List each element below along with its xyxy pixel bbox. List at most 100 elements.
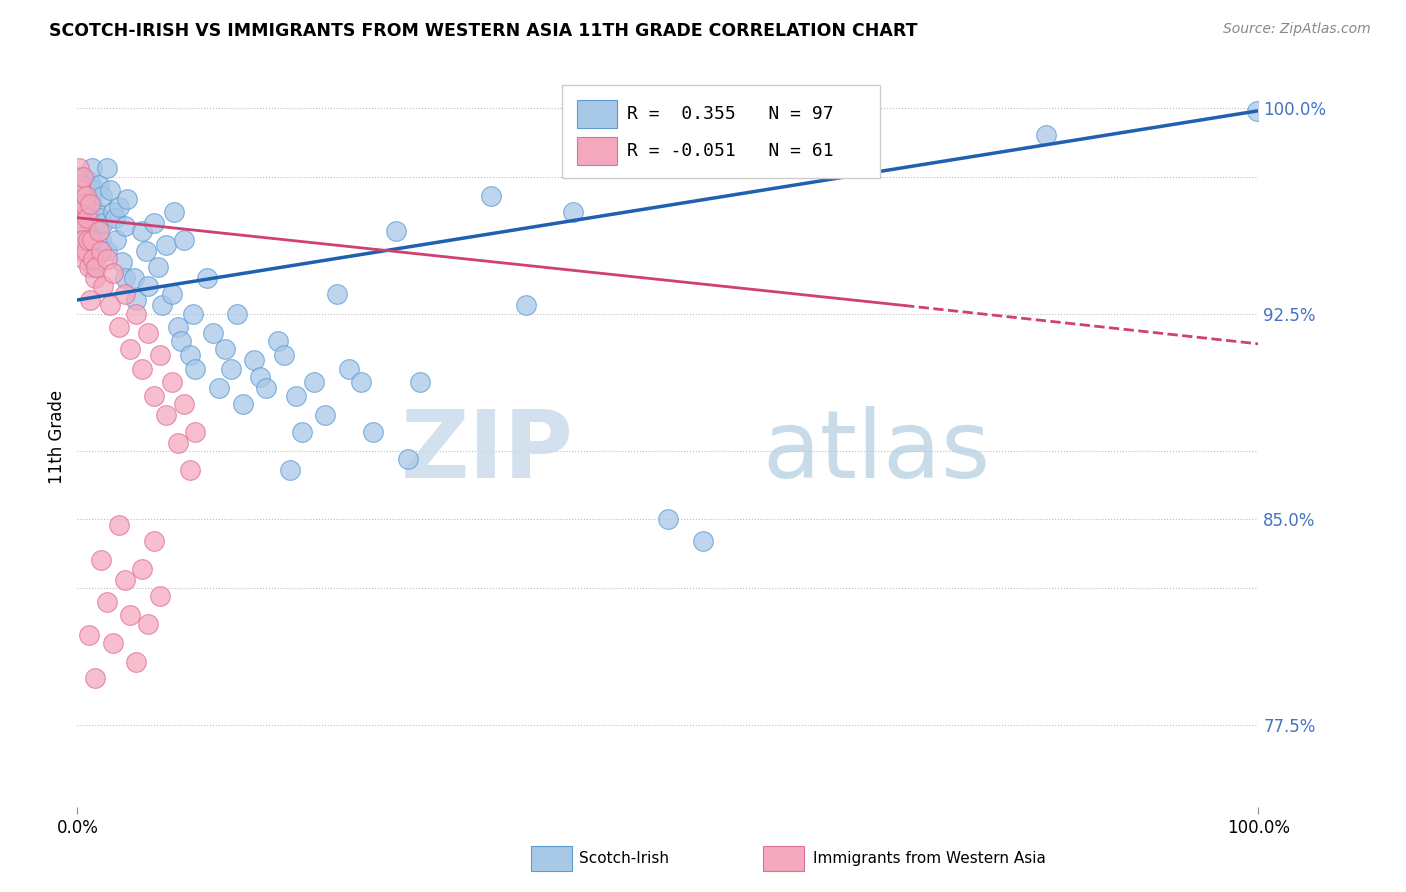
Point [84,672,107,686]
Point [107,517,129,532]
Point [70,224,93,238]
Point [114,287,136,301]
Text: Source: ZipAtlas.com: Source: ZipAtlas.com [1223,22,1371,37]
Point [77,627,100,641]
Point [90,244,112,258]
Point [90,553,112,567]
Point [173,397,195,411]
Point [69,200,91,214]
Point [361,425,384,439]
Point [75,244,97,258]
Point [219,361,242,376]
Point [80,161,103,176]
Point [77,188,100,202]
Point [79,293,101,307]
Point [83,183,105,197]
Point [80,233,103,247]
Point [249,369,271,384]
Point [82,260,104,274]
Point [314,408,336,422]
Point [87,224,110,238]
Point [96,244,118,258]
Point [179,463,201,477]
Point [195,271,218,285]
Point [67,188,90,202]
Point [73,224,96,238]
FancyBboxPatch shape [576,100,617,128]
Text: atlas: atlas [762,406,991,498]
Point [350,376,373,390]
Point [70,183,93,197]
Point [515,298,537,312]
Point [96,252,118,266]
Point [107,200,129,214]
Point [75,188,97,202]
Point [284,389,307,403]
Point [131,562,153,576]
Point [1035,128,1057,143]
Point [232,397,254,411]
Point [77,211,100,225]
Point [131,224,153,238]
FancyBboxPatch shape [576,137,617,165]
Point [135,244,157,258]
Point [225,307,247,321]
Point [278,463,301,477]
Point [155,238,177,252]
Point [179,348,201,362]
Point [96,161,118,176]
Text: R = -0.051   N = 61: R = -0.051 N = 61 [627,142,834,160]
Point [87,178,110,192]
Point [77,192,100,206]
Point [243,353,266,368]
Point [84,224,107,238]
Point [160,376,183,390]
Text: Scotch-Irish: Scotch-Irish [579,852,669,866]
Point [77,260,100,274]
Point [73,197,96,211]
Text: R =  0.355   N = 97: R = 0.355 N = 97 [627,104,834,122]
Point [67,211,90,225]
Point [75,202,97,217]
Point [72,233,94,247]
Point [120,608,142,623]
Point [70,211,93,225]
Point [396,452,419,467]
Point [184,361,207,376]
Point [100,298,122,312]
Point [96,594,118,608]
Point [76,211,98,225]
Point [69,205,91,219]
Point [184,425,207,439]
Point [160,287,183,301]
Point [101,636,124,650]
Point [100,183,122,197]
Point [125,655,148,669]
Point [67,205,90,219]
Point [125,307,148,321]
Point [79,197,101,211]
Point [91,188,114,202]
Point [70,183,93,197]
Point [114,219,136,233]
Point [143,534,166,549]
Point [72,216,94,230]
Point [70,178,93,192]
Point [70,197,93,211]
Point [143,216,166,230]
FancyBboxPatch shape [561,86,880,178]
Point [84,205,107,219]
Point [70,244,93,258]
Point [82,216,104,230]
Point [1246,103,1268,118]
Point [105,233,128,247]
Point [69,178,91,192]
Point [267,334,290,348]
Point [69,180,91,194]
Point [77,233,100,247]
Point [136,326,159,340]
Point [72,169,94,184]
Point [657,512,679,526]
Point [479,188,502,202]
Point [101,266,124,280]
